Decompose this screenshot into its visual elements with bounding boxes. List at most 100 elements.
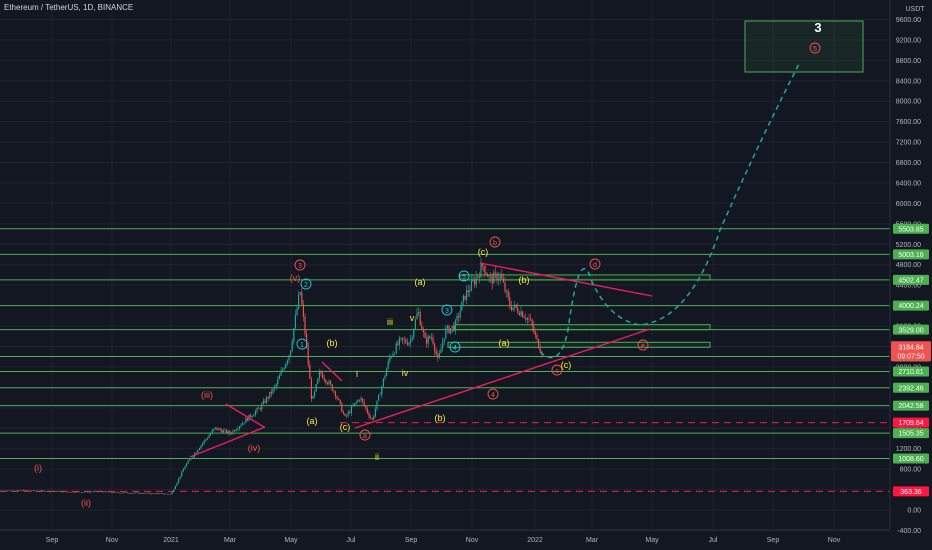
candle-body [386,368,388,377]
candle-body [242,423,244,426]
candle-body [462,295,464,302]
candle-body [379,394,381,396]
candle-body [534,332,536,335]
candle-body [54,491,56,492]
candle-body [525,318,527,320]
candle-body [216,427,218,430]
candle-body [437,354,439,358]
y-tick-label: 8000.00 [896,99,921,106]
candle-body [163,493,165,495]
candle-body [374,408,376,416]
wave-label: iv [402,368,409,378]
candle-body [195,452,197,454]
candle-body [126,492,128,494]
candle-body [13,491,15,492]
candle-body [246,418,248,421]
y-tick-label: 6000.00 [896,201,921,208]
candle-body [26,490,28,491]
level-tag [893,428,929,439]
candle-body [83,491,85,493]
candle-body [117,492,119,493]
candle-body [536,334,538,340]
wave-circle [551,364,563,376]
y-tick-label: 9200.00 [896,37,921,44]
candle-body [221,430,223,433]
candle-body [539,348,541,352]
wave-label: d [593,262,597,269]
target-box [744,20,864,73]
candle-body [443,338,445,343]
candle-body [206,438,208,440]
candle-body [442,342,444,349]
candle-body [366,408,368,413]
wave-circle [359,429,371,441]
time-axis[interactable]: Sep Nov 2021 Mar May Jul Sep Nov 2022 Mar May Jul Se… [0,529,890,544]
candle-body [174,485,176,490]
candle-body [181,471,183,477]
candle-body [109,491,111,493]
candle-body [506,290,508,292]
candle-body [320,371,322,374]
x-tick-label: Nov [106,537,119,544]
candle-body [197,450,199,453]
candle-body [35,490,37,492]
candle-body [72,491,74,493]
candle-body [2,490,4,492]
candle-body [530,319,532,320]
level-tag-label: 2042.58 [898,403,923,410]
candle-body [491,276,493,284]
candle-body [331,384,333,391]
wave-labels: (i)(ii)(iii)(iv)(v)345abcde(a)(b)(c)iiii… [34,20,822,508]
x-tick-label: May [645,537,659,544]
wave-label: b [493,240,497,247]
candle-body [133,492,135,494]
candle-body [237,428,239,430]
candle-body [368,412,370,417]
currency-label: USDT [905,6,925,13]
candle-body [522,311,524,318]
range-box [459,274,711,281]
candle-body [157,493,159,494]
candle-body [293,328,295,342]
candle-body [294,315,296,329]
candle-body [102,491,104,493]
candle-body [259,408,261,410]
candle-body [160,493,162,494]
candle-body [149,492,151,494]
candle-body [282,369,284,372]
candle-body [490,275,492,277]
candle-body [134,492,136,494]
candle-body [328,381,330,384]
candle-body [474,280,476,285]
candle-body [86,491,88,493]
wave-label-extra: (a) [499,338,510,348]
candle-body [363,401,365,406]
candle-body [50,491,52,492]
level-tag [893,400,929,411]
wave-circle [458,270,470,282]
candle-body [42,490,44,492]
candle-body [352,405,354,407]
candle-body [214,427,216,429]
candle-body [115,491,117,493]
candle-body [203,440,205,444]
wave-label: 3 [298,263,302,270]
candle-body [101,491,103,492]
level-tag-label: 1709.64 [898,420,923,427]
candle-body [406,342,408,345]
candle-body [200,445,202,449]
y-tick-label: 0.00 [907,508,921,515]
candle-body [389,357,391,362]
candle-body [435,351,437,355]
trendlines [189,262,653,458]
wave-label: 5 [813,46,817,53]
candle-body [341,403,343,413]
candle-body [469,290,471,293]
wave-label: 4 [453,345,457,352]
candle-body [424,332,426,339]
candle-body [251,416,253,418]
candle-body [346,415,348,417]
candle-body [498,278,500,281]
x-tick-label: 2021 [163,537,179,544]
